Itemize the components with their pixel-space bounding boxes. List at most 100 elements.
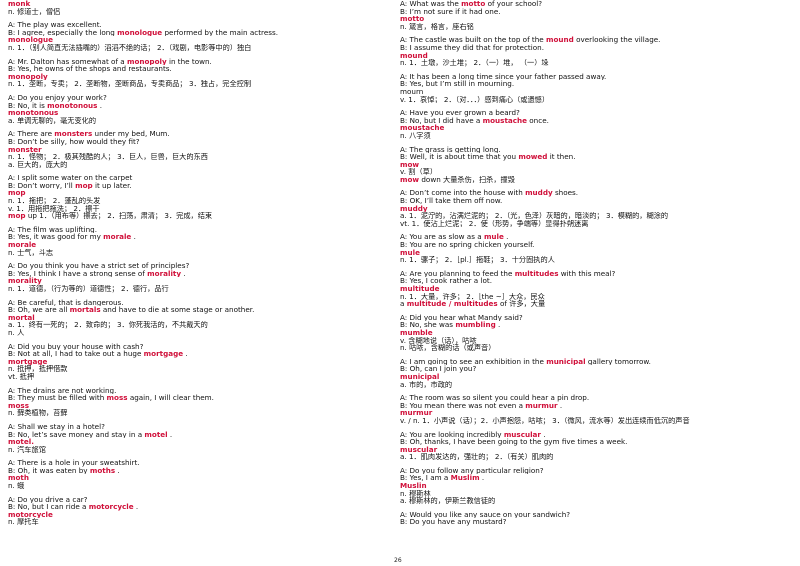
entry-line: n. 1．大量，许多； 2．［the ~］大众，民众	[400, 293, 780, 301]
entry-line: A: Have you ever grown a beard?	[400, 109, 780, 117]
entry-text: B: Yes, he owns of the shops and restaur…	[8, 65, 172, 73]
entry-text: v. 1．哀悼； 2．（对．．．）感到痛心（或遗憾）	[400, 95, 550, 104]
entry-line: A: The film was uplifting.	[8, 226, 388, 234]
headword: monotonous	[8, 109, 59, 117]
headword: Muslim	[450, 474, 480, 483]
entry-text: n. 汽车旅馆	[8, 445, 46, 454]
entry-text: B: No, but I can ride a	[8, 503, 89, 511]
entry-line: B: I’m not sure if it had one.	[400, 8, 780, 16]
entry-text: A: There are	[8, 130, 55, 138]
entry-text: B: Yes, I am a	[400, 474, 451, 483]
headword: mound	[545, 36, 574, 44]
entry-line: n. 摩托车	[8, 518, 388, 526]
headword: moths	[89, 466, 116, 475]
entry-line: B: I agree, especially the long monologu…	[8, 29, 388, 37]
headword: muddy	[400, 204, 428, 213]
entry-line: B: They must be filled with moss again, …	[8, 394, 388, 402]
entry-text: n. 1．道德，（行为等的）道德性； 2．德行，品行	[8, 285, 169, 293]
dictionary-entry: A: Are you planning to feed the multitud…	[400, 270, 780, 308]
entry-line: A: I am going to see an exhibition in th…	[400, 358, 780, 366]
headword: monk	[8, 0, 31, 8]
entry-line: B: Not at all, I had to take out a huge …	[8, 350, 388, 358]
entry-text: v. 割（草）	[400, 168, 438, 176]
entry-line: v. 1．哀悼； 2．（对．．．）感到痛心（或遗憾）	[400, 96, 780, 104]
headword: monster	[8, 145, 42, 154]
entry-line: n. 箴言，格言，座右铭	[400, 23, 780, 31]
headword: monsters	[54, 130, 93, 138]
entry-line: n. 士气，斗志	[8, 249, 388, 257]
entry-text: performed by the main actress.	[162, 28, 279, 37]
headword: moss	[8, 401, 29, 410]
entry-line: B: Oh, it was eaten by moths .	[8, 467, 388, 475]
entry-text: and have to die at some stage or another…	[100, 306, 255, 314]
entry-line: A: You are looking incredibly muscular .	[400, 431, 780, 439]
entry-text: A: I split some water on the carpet	[8, 174, 133, 182]
entry-text: A: What was the	[400, 0, 462, 8]
entry-text: mourn	[400, 87, 424, 96]
entry-text: A: The drains are not working.	[8, 386, 117, 395]
entry-line: A: There is a hole in your sweatshirt.	[8, 459, 388, 467]
entry-text: gallery tomorrow.	[585, 357, 651, 366]
entry-text: B: Oh, can I join you?	[400, 365, 477, 373]
entry-text: A: It has been a long time since your fa…	[400, 72, 607, 81]
dictionary-entry: A: Don’t come into the house with muddy …	[400, 189, 780, 227]
entry-line: A: You are as slow as a mule .	[400, 233, 780, 241]
entry-line: motorcycle	[8, 511, 388, 519]
entry-line: a multitude / multitudes of 许多，大量	[400, 300, 780, 308]
headword: monotonous	[47, 101, 98, 110]
entry-line: n. 1．垄断，专卖； 2．垄断物，垄断商品，专卖商品； 3．独占，完全控制	[8, 80, 388, 88]
entry-text: B: You are no spring chicken yourself.	[400, 241, 535, 249]
headword: mop	[75, 181, 93, 190]
entry-line: B: Oh, we are all mortals and have to di…	[8, 306, 388, 314]
headword: motorcycle	[8, 510, 53, 519]
entry-line: B: Well, it is about time that you mowed…	[400, 153, 780, 161]
entry-line: A: Do you drive a car?	[8, 496, 388, 504]
entry-text: .	[503, 233, 509, 242]
entry-line: n. 八字须	[400, 132, 780, 140]
entry-line: B: I assume they did that for protection…	[400, 44, 780, 52]
entry-text: .	[115, 466, 120, 475]
entry-line: mop	[8, 189, 388, 197]
entry-line: n. 1．土墩，沙土堆； 2．（一）堆， （一）垛	[400, 59, 780, 67]
headword: muscular	[503, 430, 541, 439]
entry-text: .	[540, 430, 546, 439]
entry-line: A: Do you enjoy your work?	[8, 94, 388, 102]
dictionary-entry: A: I am going to see an exhibition in th…	[400, 358, 780, 388]
entry-text: B: No, but I did have a	[400, 116, 483, 125]
entry-line: n. 修道士，僧侣	[8, 8, 388, 16]
entry-line: v. 含糊地说（话），咕哝	[400, 337, 780, 345]
entry-text: a. 1．泥泞的，沾满烂泥的； 2．（光，色泽）灰暗的，暗淡的； 3．模糊的，糊…	[400, 212, 669, 220]
entry-text: n. 士气，斗志	[8, 248, 54, 257]
entry-text: A: There is a hole in your sweatshirt.	[8, 459, 140, 467]
entry-text: n. 咕哝，含糊的话（或声音）	[400, 344, 496, 352]
dictionary-entry: A: Do you enjoy your work? B: No, it is m…	[8, 94, 388, 124]
left-column: monk n. 修道士，僧侣 A: The play was excellent.…	[8, 0, 388, 526]
entry-line: monopoly	[8, 73, 388, 81]
entry-line: multitude	[400, 285, 780, 293]
entry-text: .	[183, 350, 188, 358]
entry-line: B: Oh, can I join you?	[400, 365, 780, 373]
entry-text: B: Oh, thanks, I have been going to the …	[400, 438, 628, 446]
entry-text: A: Did you hear what Mandy said?	[400, 313, 523, 322]
entry-line: A: The drains are not working.	[8, 387, 388, 395]
dictionary-entry: A: Be careful, that is dangerous. B: Oh, …	[8, 299, 388, 337]
entry-line: A: Do you follow any particular religion…	[400, 467, 780, 475]
entry-text: with this meal?	[558, 269, 616, 278]
entry-line: A: The room was so silent you could hear…	[400, 394, 780, 402]
entry-text: B: Don’t be silly, how would they fit?	[8, 137, 140, 146]
entry-line: B: No, she was mumbling .	[400, 321, 780, 329]
entry-text: B: I’m not sure if it had one.	[400, 7, 501, 16]
entry-line: B: Yes, it was good for my morale .	[8, 233, 388, 241]
entry-line: B: Yes, but I’m still in mourning.	[400, 80, 780, 88]
entry-text: of 许多，大量	[497, 300, 546, 308]
headword: moss	[106, 394, 128, 402]
right-column: A: What was the motto of your school? B: …	[400, 0, 780, 526]
entry-text: .	[167, 430, 173, 439]
dictionary-entry: A: You are looking incredibly muscular .…	[400, 431, 780, 461]
dictionary-entry: A: There is a hole in your sweatshirt. B:…	[8, 459, 388, 489]
entry-line: A: Are you planning to feed the multitud…	[400, 270, 780, 278]
entry-line: murmur	[400, 409, 780, 417]
entry-line: mop up 1．（用布等）擦去； 2．扫荡，肃清； 3．完成，结束	[8, 212, 388, 220]
headword: mowed	[518, 153, 548, 161]
entry-text: overlooking the village.	[573, 36, 661, 44]
